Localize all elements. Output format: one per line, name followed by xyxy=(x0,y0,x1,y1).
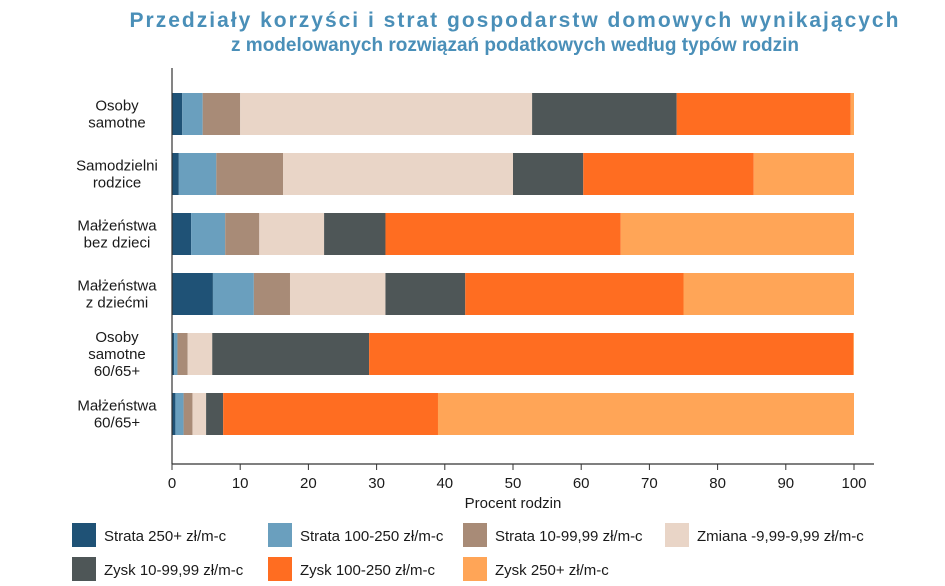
bar-segment-3-3 xyxy=(289,273,386,315)
bar-segment-3-2 xyxy=(253,273,290,315)
bar-segment-0-5 xyxy=(676,93,851,135)
legend-label-3: Zmiana -9,99-9,99 zł/m-c xyxy=(697,528,864,545)
bar-segment-1-5 xyxy=(583,153,754,195)
bar-segment-1-0 xyxy=(172,153,179,195)
category-label-3: Małżeństwa z dziećmi xyxy=(77,278,157,312)
bar-segment-2-6 xyxy=(620,213,854,255)
legend-label-1: Strata 100-250 zł/m-c xyxy=(300,528,444,545)
bars-group xyxy=(172,93,854,435)
bar-segment-2-2 xyxy=(225,213,260,255)
category-label-0: Osoby samotne xyxy=(88,98,146,132)
category-label-line: Małżeństwa xyxy=(77,218,157,235)
bar-segment-3-5 xyxy=(465,273,684,315)
bar-segment-4-2 xyxy=(177,333,188,375)
category-label-line: Osoby xyxy=(95,329,139,346)
legend-swatch-6 xyxy=(463,557,487,581)
bar-segment-4-4 xyxy=(212,333,370,375)
legend-label-5: Zysk 100-250 zł/m-c xyxy=(300,562,436,579)
category-label-1: Samodzielni rodzice xyxy=(76,158,158,192)
bar-segment-0-0 xyxy=(172,93,183,135)
legend-swatch-3 xyxy=(665,523,689,547)
category-label-line: Samodzielni xyxy=(76,158,158,175)
bar-segment-1-1 xyxy=(178,153,217,195)
category-label-line: 60/65+ xyxy=(94,363,141,380)
bar-segment-5-2 xyxy=(183,393,193,435)
bar-segment-1-6 xyxy=(753,153,854,195)
bar-segment-0-1 xyxy=(182,93,203,135)
bar-segment-2-5 xyxy=(385,213,621,255)
x-tick-label-5: 50 xyxy=(505,475,522,492)
bar-segment-2-0 xyxy=(172,213,192,255)
legend-label-6: Zysk 250+ zł/m-c xyxy=(495,562,609,579)
bar-segment-0-4 xyxy=(532,93,677,135)
bar-segment-3-4 xyxy=(385,273,466,315)
category-label-line: Małżeństwa xyxy=(77,278,157,295)
legend-swatch-4 xyxy=(72,557,96,581)
bar-segment-3-0 xyxy=(172,273,213,315)
bar-segment-5-3 xyxy=(192,393,207,435)
category-label-line: samotne xyxy=(88,346,146,363)
bar-segment-1-3 xyxy=(283,153,513,195)
category-label-line: rodzice xyxy=(93,175,141,192)
bar-segment-2-1 xyxy=(191,213,226,255)
axes xyxy=(171,68,874,470)
category-label-4: Osoby samotne 60/65+ xyxy=(88,329,146,380)
chart-title-line-1: Przedziały korzyści i strat gospodarstw … xyxy=(129,9,901,32)
x-tick-label-10: 100 xyxy=(841,475,866,492)
category-label-line: bez dzieci xyxy=(84,235,151,252)
bar-segment-4-1 xyxy=(174,333,178,375)
category-label-line: 60/65+ xyxy=(94,415,141,432)
category-label-line: samotne xyxy=(88,115,146,132)
category-label-2: Małżeństwa bez dzieci xyxy=(77,218,157,252)
category-label-line: Osoby xyxy=(95,98,139,115)
category-label-line: Małżeństwa xyxy=(77,398,157,415)
bar-segment-4-6 xyxy=(853,333,854,375)
x-tick-label-4: 40 xyxy=(436,475,453,492)
bar-segment-0-6 xyxy=(850,93,854,135)
bar-segment-0-3 xyxy=(240,93,533,135)
legend-swatch-0 xyxy=(72,523,96,547)
x-tick-label-6: 60 xyxy=(573,475,590,492)
chart-title-line-2: z modelowanych rozwiązań podatkowych wed… xyxy=(231,35,799,56)
bar-segment-5-1 xyxy=(175,393,184,435)
x-axis-title: Procent rodzin xyxy=(465,495,562,512)
bar-segment-2-4 xyxy=(324,213,386,255)
bar-segment-4-3 xyxy=(187,333,213,375)
legend-label-0: Strata 250+ zł/m-c xyxy=(104,528,227,545)
x-tick-labels: 0 10 20 30 40 50 60 70 80 90 100 xyxy=(168,475,867,492)
bar-segment-4-0 xyxy=(172,333,175,375)
legend-swatch-5 xyxy=(268,557,292,581)
bar-segment-3-6 xyxy=(683,273,854,315)
bar-segment-2-3 xyxy=(259,213,325,255)
bar-segment-0-2 xyxy=(202,93,241,135)
bar-segment-3-1 xyxy=(212,273,254,315)
legend-label-4: Zysk 10-99,99 zł/m-c xyxy=(104,562,244,579)
bar-segment-5-6 xyxy=(437,393,854,435)
chart-title: Przedziały korzyści i strat gospodarstw … xyxy=(95,8,935,58)
bar-segment-1-2 xyxy=(216,153,284,195)
bar-segment-1-4 xyxy=(513,153,584,195)
legend-swatch-2 xyxy=(463,523,487,547)
x-tick-label-0: 0 xyxy=(168,475,176,492)
x-tick-label-3: 30 xyxy=(368,475,385,492)
x-tick-label-2: 20 xyxy=(300,475,317,492)
x-tick-label-9: 90 xyxy=(777,475,794,492)
x-tick-label-8: 80 xyxy=(709,475,726,492)
legend-label-2: Strata 10-99,99 zł/m-c xyxy=(495,528,643,545)
bar-segment-5-5 xyxy=(223,393,438,435)
bar-segment-5-4 xyxy=(206,393,224,435)
x-tick-label-7: 70 xyxy=(641,475,658,492)
bar-segment-5-0 xyxy=(172,393,176,435)
category-label-line: z dziećmi xyxy=(86,295,149,312)
legend: Strata 250+ zł/m-c Strata 100-250 zł/m-c S… xyxy=(72,523,864,581)
x-tick-label-1: 10 xyxy=(232,475,249,492)
bar-segment-4-5 xyxy=(369,333,854,375)
legend-swatch-1 xyxy=(268,523,292,547)
category-label-5: Małżeństwa 60/65+ xyxy=(77,398,157,432)
